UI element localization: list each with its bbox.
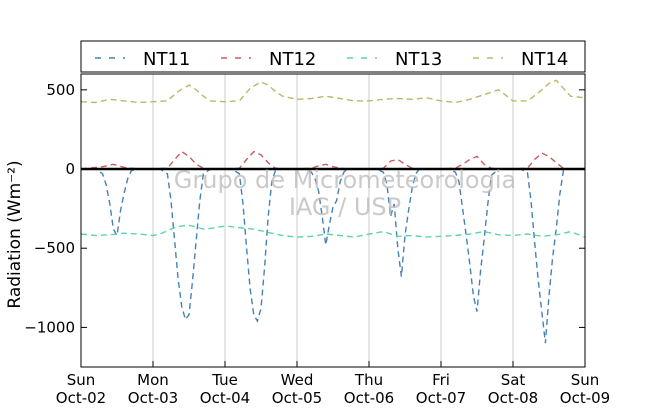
x-tick-label-date: Oct-03 (128, 389, 178, 407)
y-tick-label: −1000 (24, 318, 75, 336)
x-tick-label-date: Oct-05 (272, 389, 322, 407)
x-tick-label-day: Sat (501, 371, 526, 389)
x-tick-label-date: Oct-07 (416, 389, 466, 407)
watermark-line: Grupo de Micrometeorologia (174, 166, 516, 194)
legend-label: NT11 (143, 49, 190, 70)
x-tick-label-day: Tue (211, 371, 238, 389)
legend-frame (80, 40, 586, 73)
y-tick-label: −500 (34, 239, 75, 257)
x-tick-label-date: Oct-02 (56, 389, 106, 407)
x-tick-label-day: Sun (67, 371, 96, 389)
x-tick-label-date: Oct-08 (488, 389, 538, 407)
legend-label: NT13 (395, 49, 442, 70)
x-tick-label-date: Oct-09 (560, 389, 610, 407)
x-tick-label-day: Sun (571, 371, 600, 389)
y-axis-label: Radiation (Wm⁻²) (5, 160, 25, 308)
x-tick-label-date: Oct-06 (344, 389, 394, 407)
series-line-nt13 (80, 224, 586, 238)
x-tick-label-day: Thu (354, 371, 383, 389)
legend-label: NT12 (269, 49, 316, 70)
x-axis: SunOct-02MonOct-03TueOct-04WedOct-05ThuO… (56, 361, 610, 407)
x-tick-label-day: Wed (281, 371, 314, 389)
y-axis: −1000 −500 0 500 (24, 81, 585, 336)
x-tick-label-day: Mon (137, 371, 169, 389)
legend: NT11 NT12 NT13 NT14 (80, 40, 586, 73)
grid-lines (152, 74, 514, 367)
x-tick-label-date: Oct-04 (200, 389, 250, 407)
y-tick-label: 500 (46, 81, 75, 99)
legend-label: NT14 (521, 49, 568, 70)
x-tick-label-day: Fri (432, 371, 450, 389)
plot-frame (80, 73, 586, 368)
y-tick-label: 0 (65, 160, 75, 178)
series-line-nt11 (81, 168, 585, 344)
series-line-nt14 (80, 79, 586, 104)
watermark-line: IAG / USP (289, 193, 401, 221)
